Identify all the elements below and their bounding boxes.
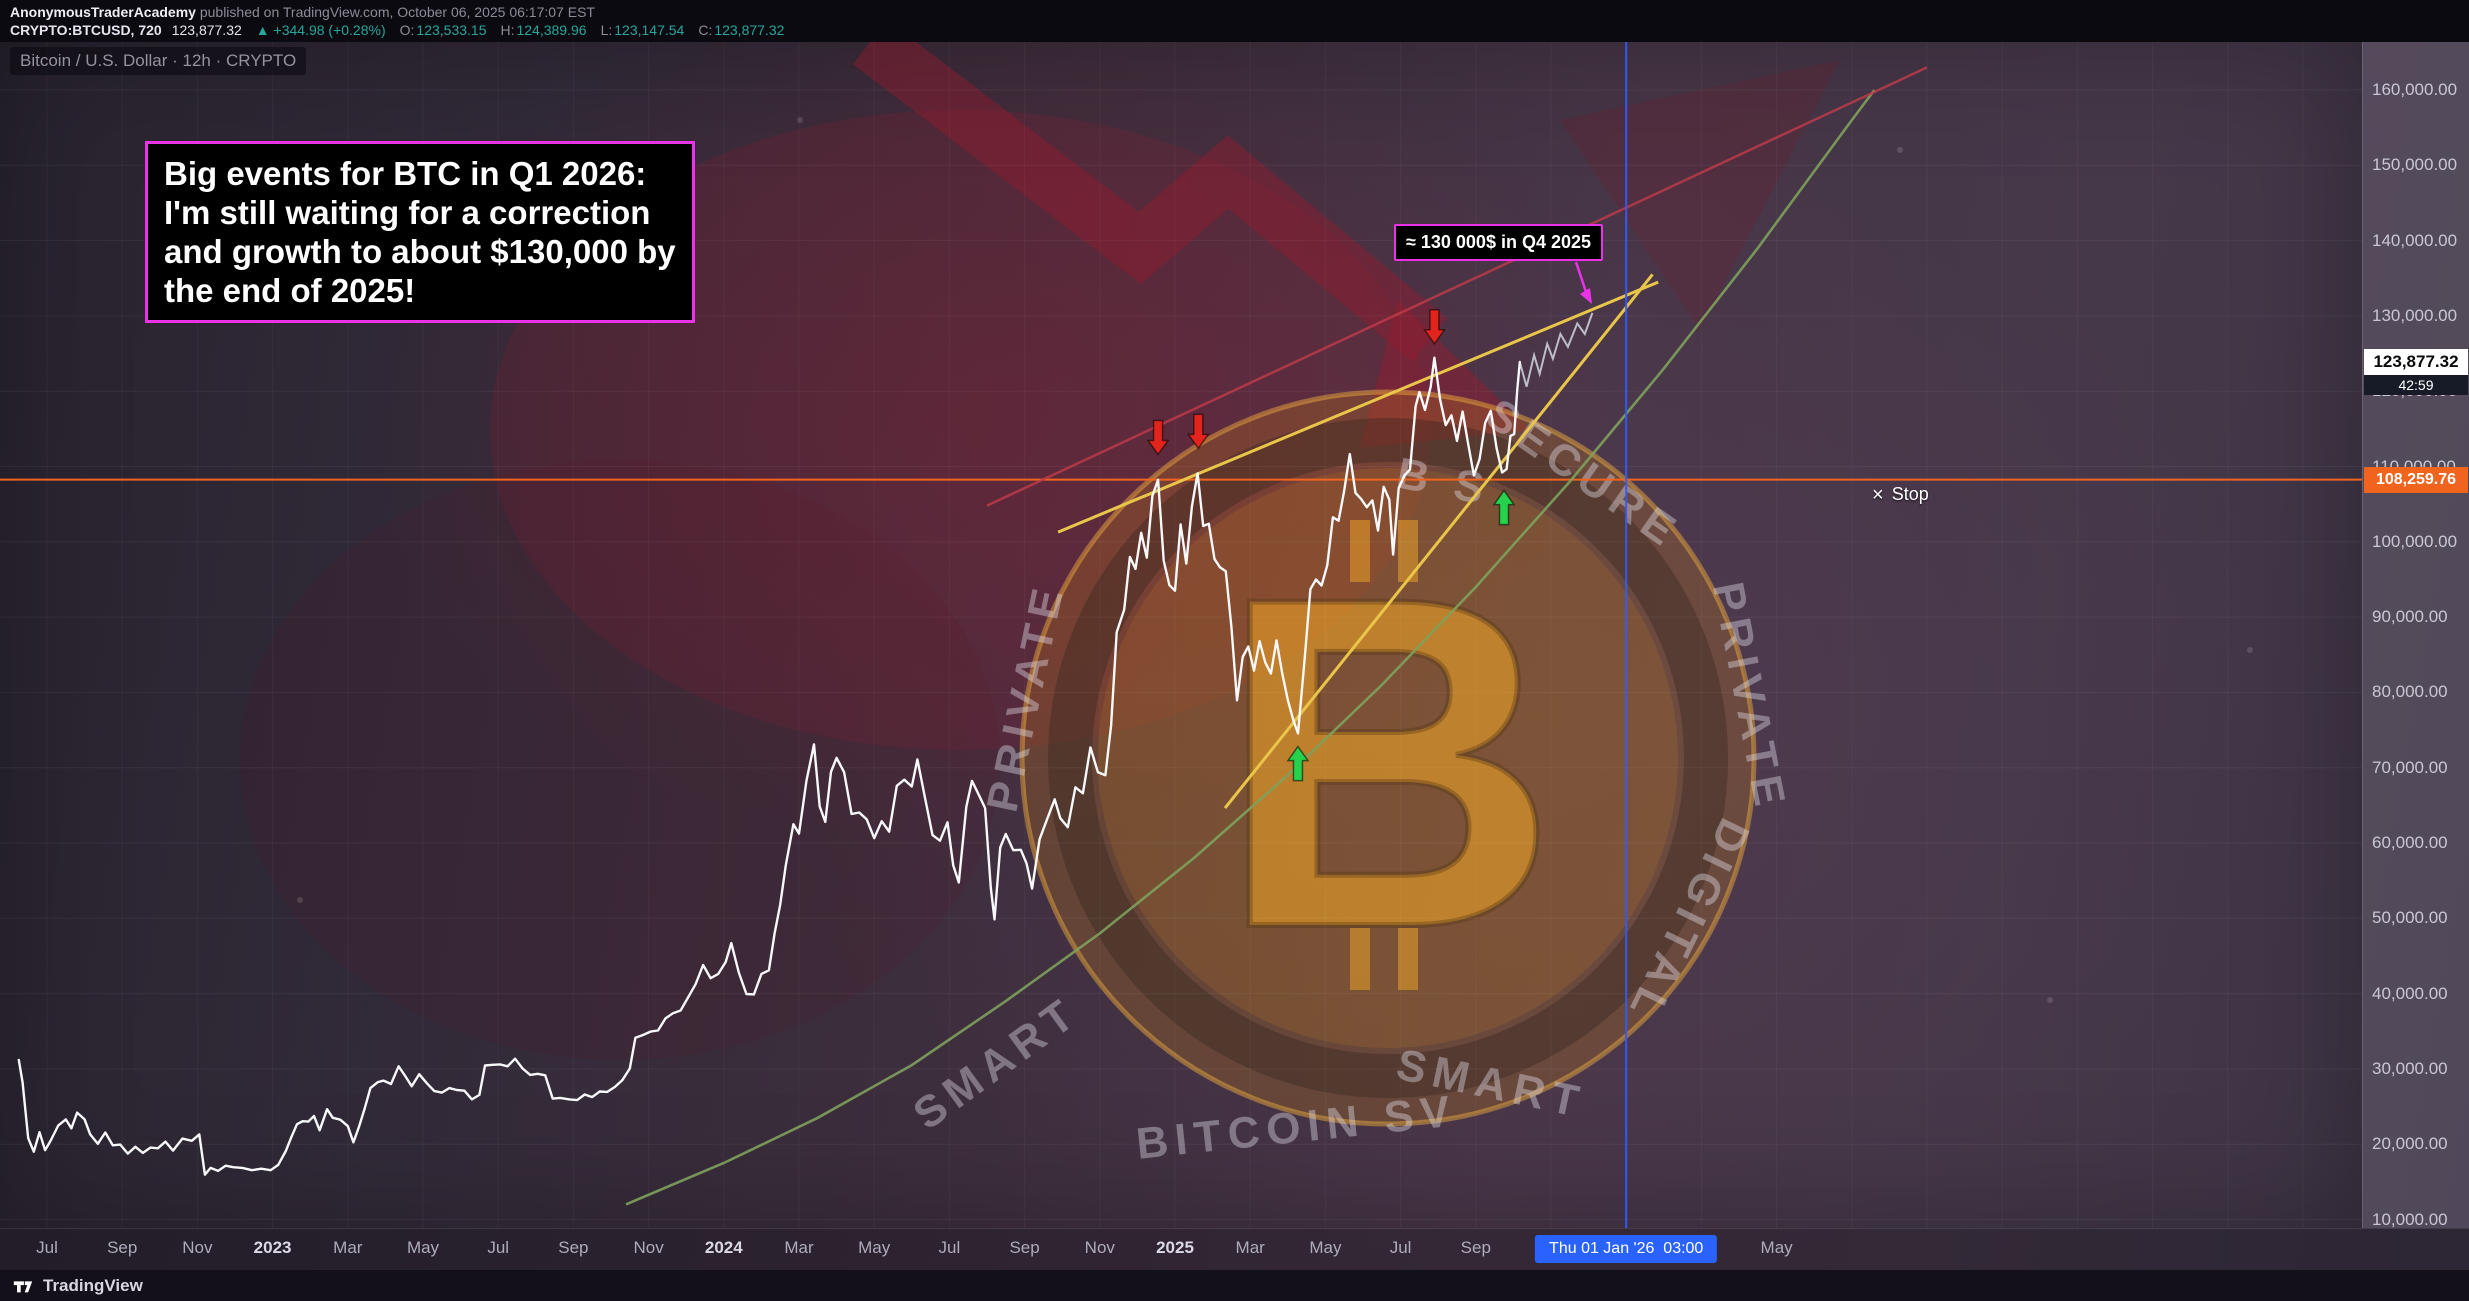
x-axis-label: Mar	[1235, 1238, 1265, 1257]
stop-price-label: 108,259.76	[2364, 466, 2468, 493]
stop-order-tag[interactable]: × Stop	[1872, 484, 1929, 505]
x-axis-label: Jul	[36, 1238, 58, 1257]
crosshair-date-label: Thu 01 Jan '26 03:00	[1535, 1235, 1718, 1263]
rising-wedge-upper-line[interactable]	[1057, 280, 1659, 534]
last-price-value: 123,877.32	[2364, 349, 2468, 375]
brand-name[interactable]: TradingView	[43, 1275, 143, 1295]
cancel-order-icon[interactable]: ×	[1872, 483, 1884, 506]
author-name[interactable]: AnonymousTraderAcademy	[10, 4, 196, 20]
last-price-label: 123,877.32 42:59	[2364, 349, 2468, 395]
coin-ring-word: B S	[1393, 449, 1495, 515]
sell-arrow-icon[interactable]	[1422, 309, 1446, 346]
callout-pointer-line	[1574, 261, 1590, 299]
up-triangle-icon: ▲	[255, 22, 270, 38]
x-axis-label: Nov	[1084, 1238, 1115, 1257]
header: AnonymousTraderAcademy published on Trad…	[0, 0, 2469, 42]
coin-ring-word: SECURE	[1477, 389, 1690, 558]
y-axis-label: 150,000.00	[2372, 155, 2458, 175]
bitcoin-b-glyph: B	[1218, 500, 1557, 1025]
bar-countdown: 42:59	[2364, 375, 2468, 395]
note-line: Big events for BTC in Q1 2026:	[164, 155, 647, 192]
x-axis-label: Jul	[938, 1238, 961, 1257]
note-line: and growth to about $130,000 by	[164, 233, 676, 270]
y-axis-label: 90,000.00	[2372, 607, 2448, 627]
publish-line: AnonymousTraderAcademy published on Trad…	[10, 3, 2459, 21]
note-line: I'm still waiting for a correction	[164, 194, 651, 231]
y-axis-label: 130,000.00	[2372, 305, 2458, 325]
x-axis-label: 2023	[253, 1238, 292, 1257]
open-value: O: 123,533.15	[399, 22, 487, 38]
x-axis-label: Jul	[1389, 1238, 1412, 1257]
coin-ring-word: BITCOIN SV	[1134, 1086, 1459, 1168]
publish-info: published on TradingView.com, October 06…	[195, 4, 595, 20]
x-axis-label: May	[1760, 1238, 1793, 1257]
y-axis-label: 140,000.00	[2372, 230, 2458, 250]
x-axis-label: Mar	[784, 1238, 814, 1257]
price-target-callout[interactable]: ≈ 130 000$ in Q4 2025	[1394, 224, 1604, 261]
x-axis-label: Sep	[1460, 1238, 1491, 1257]
crash-arrow-shaft	[853, 42, 1448, 362]
x-axis-label: Sep	[558, 1238, 589, 1257]
buy-arrow-icon[interactable]	[1286, 745, 1310, 782]
analysis-note-drawing[interactable]: Big events for BTC in Q1 2026: I'm still…	[145, 141, 695, 323]
x-axis-label: Mar	[333, 1238, 363, 1257]
change-value: +344.98 (+0.28%)	[273, 22, 386, 38]
y-axis-label: 20,000.00	[2372, 1134, 2448, 1154]
x-axis-label: Nov	[633, 1238, 664, 1257]
chart-canvas[interactable]: B B S SECURE PRIVATE PRIVATE DIGITAL SMART BIT…	[0, 42, 2362, 1228]
coin-ring-word: DIGITAL	[1617, 811, 1758, 1032]
x-axis-label: Jul	[487, 1238, 510, 1257]
y-axis-label: 100,000.00	[2372, 531, 2458, 551]
x-axis-label: Sep	[107, 1238, 138, 1257]
x-axis-label: Nov	[182, 1238, 213, 1257]
price-change: ▲ +344.98 (+0.28%)	[256, 21, 386, 39]
y-axis-label: 80,000.00	[2372, 682, 2448, 702]
sell-arrow-icon[interactable]	[1146, 419, 1170, 456]
high-value: H: 124,389.96	[500, 22, 587, 38]
y-axis-label: 60,000.00	[2372, 833, 2448, 852]
symbol-interval[interactable]: CRYPTO:BTCUSD, 720	[10, 22, 162, 38]
sell-arrow-icon[interactable]	[1186, 413, 1210, 450]
tradingview-logo-icon[interactable]	[12, 1275, 34, 1297]
rising-wedge-lower-line[interactable]	[1223, 273, 1654, 809]
time-axis[interactable]: Thu 01 Jan '26 03:00 Jul Sep Nov 2023 Mar May…	[0, 1228, 2469, 1270]
coin-ring-word: SMART	[905, 987, 1089, 1139]
y-axis-label: 40,000.00	[2372, 983, 2448, 1003]
y-axis-label: 160,000.00	[2372, 80, 2458, 99]
x-axis-label: May	[1309, 1238, 1342, 1257]
note-line: the end of 2025!	[164, 272, 416, 309]
y-axis-label: 50,000.00	[2372, 908, 2448, 928]
coin-ring-word: PRIVATE	[1703, 578, 1796, 816]
footer-bar: TradingView	[0, 1270, 2469, 1301]
x-axis-label: May	[406, 1238, 440, 1257]
coin-ring-word: PRIVATE	[978, 578, 1074, 816]
price-line	[17, 356, 1522, 1176]
x-axis-label: May	[858, 1238, 891, 1257]
projection-path[interactable]	[1518, 312, 1594, 387]
close-value: C: 123,877.32	[698, 22, 785, 38]
parabolic-support-curve[interactable]	[625, 89, 1876, 1206]
long-term-red-trendline[interactable]	[986, 66, 1928, 507]
coin-ring-word: SMART	[1392, 1040, 1589, 1128]
callout-pointer-head	[1580, 288, 1592, 304]
y-axis-label: 30,000.00	[2372, 1058, 2448, 1078]
callout-text: ≈ 130 000$ in Q4 2025	[1406, 232, 1592, 252]
x-axis-label: 2024	[704, 1238, 743, 1257]
price-axis[interactable]: 123,877.32 42:59 108,259.76 160,000.00 15…	[2362, 42, 2469, 1229]
y-axis-label: 10,000.00	[2372, 1209, 2448, 1229]
crash-arrow-head	[1360, 300, 1530, 448]
symbol-legend[interactable]: Bitcoin / U.S. Dollar · 12h · CRYPTO	[10, 47, 307, 75]
stop-order-label: Stop	[1891, 484, 1929, 504]
buy-arrow-icon[interactable]	[1492, 489, 1516, 526]
y-axis-label: 70,000.00	[2372, 757, 2448, 777]
low-value: L: 123,147.54	[600, 22, 685, 38]
x-axis-label: Sep	[1009, 1238, 1040, 1257]
header-last-price: 123,877.32	[171, 22, 242, 38]
x-axis-label: 2025	[1156, 1238, 1194, 1257]
symbol-line: CRYPTO:BTCUSD, 720 123,877.32 ▲ +344.98 …	[10, 21, 2459, 39]
